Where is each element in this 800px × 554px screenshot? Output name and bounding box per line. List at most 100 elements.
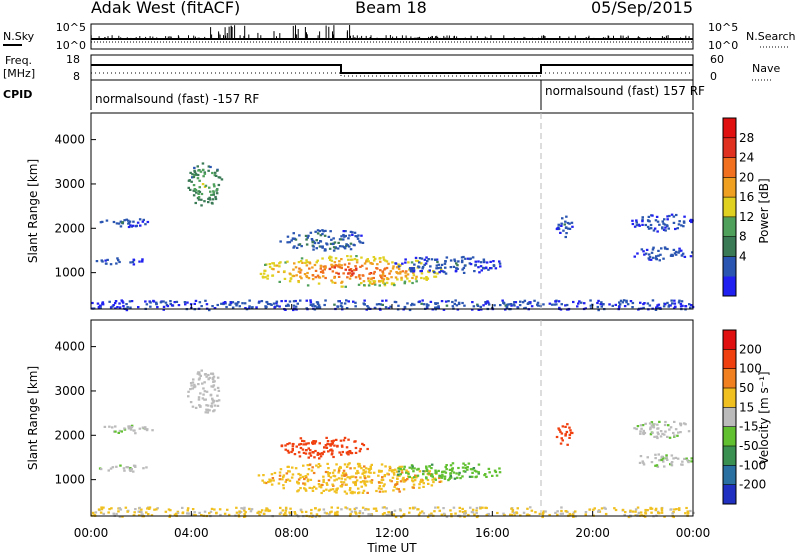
range-cell: [302, 451, 306, 454]
range-cell: [326, 243, 329, 246]
x-tick-label: 20:00: [575, 526, 610, 540]
range-cell: [137, 514, 141, 517]
range-cell: [659, 306, 662, 309]
range-cell: [198, 301, 202, 304]
range-cell: [203, 373, 207, 376]
range-cell: [639, 511, 643, 514]
range-cell: [655, 464, 659, 467]
range-cell: [425, 256, 428, 259]
range-cell: [369, 465, 372, 468]
range-cell: [323, 234, 327, 237]
range-cell: [335, 463, 338, 466]
range-cell: [366, 447, 369, 451]
range-cell: [325, 436, 328, 439]
range-cell: [289, 514, 292, 517]
range-cell: [638, 224, 641, 227]
range-cell: [438, 476, 441, 480]
range-cell: [330, 279, 333, 282]
range-cell: [270, 267, 274, 270]
range-cell: [458, 510, 462, 513]
range-cell: [267, 480, 270, 484]
range-cell: [430, 474, 433, 477]
range-cell: [208, 198, 212, 201]
range-cell: [208, 409, 211, 412]
range-cell: [382, 278, 386, 281]
range-cell: [129, 306, 132, 309]
range-cell: [460, 256, 464, 259]
colorbar-swatch: [723, 446, 736, 466]
range-cell: [341, 245, 344, 248]
range-cell: [337, 477, 341, 480]
range-cell: [294, 305, 298, 308]
range-cell: [360, 256, 363, 259]
range-cell: [199, 374, 202, 377]
range-cell: [315, 261, 318, 264]
range-cell: [378, 470, 381, 473]
range-cell: [243, 515, 246, 518]
range-cell: [404, 261, 407, 264]
date-title: 05/Sep/2015: [591, 0, 693, 17]
range-cell: [211, 202, 214, 205]
range-cell: [647, 253, 651, 256]
range-cell: [333, 276, 336, 279]
range-cell: [396, 477, 399, 480]
range-cell: [334, 257, 338, 260]
range-cell: [392, 471, 396, 474]
range-cell: [344, 478, 347, 481]
range-cell: [292, 274, 296, 278]
range-cell: [288, 479, 292, 482]
range-cell: [487, 301, 490, 304]
range-cell: [421, 265, 425, 269]
range-cell: [667, 424, 670, 427]
range-cell: [333, 261, 337, 264]
range-cell: [408, 475, 411, 478]
range-cell: [393, 284, 396, 287]
range-cell: [414, 277, 418, 280]
range-cell: [405, 471, 408, 474]
range-cell: [349, 467, 352, 470]
range-cell: [484, 302, 487, 305]
range-cell: [420, 262, 423, 265]
range-cell: [502, 512, 505, 515]
range-cell: [455, 472, 458, 475]
range-cell: [367, 471, 371, 474]
range-cell: [360, 467, 363, 470]
range-cell: [311, 241, 314, 244]
range-cell: [655, 435, 659, 438]
range-cell: [304, 475, 307, 478]
range-cell: [314, 230, 317, 233]
range-cell: [443, 262, 447, 265]
range-cell: [213, 174, 217, 177]
range-cell: [195, 173, 199, 176]
range-cell: [385, 266, 389, 270]
range-cell: [363, 465, 366, 468]
range-cell: [363, 474, 366, 477]
range-cell: [432, 481, 435, 484]
range-cell: [298, 243, 302, 246]
range-cell: [483, 474, 486, 477]
range-cell: [211, 385, 215, 388]
range-cell: [644, 508, 647, 512]
range-cell: [263, 481, 266, 484]
range-cell: [366, 491, 369, 494]
range-cell: [330, 266, 334, 269]
colorbar-swatch: [723, 465, 736, 485]
range-cell: [333, 265, 337, 268]
range-cell: [392, 513, 396, 516]
range-cell: [282, 474, 286, 477]
range-cell: [663, 223, 667, 226]
range-cell: [330, 238, 333, 241]
range-cell: [197, 398, 201, 401]
range-cell: [107, 469, 110, 472]
range-cell: [209, 394, 213, 397]
range-cell: [296, 481, 299, 484]
range-cell: [564, 304, 567, 307]
range-cell: [298, 234, 301, 237]
range-cell: [251, 306, 254, 309]
range-cell: [659, 253, 662, 256]
range-cell: [443, 470, 446, 473]
colorbar-tick-label: 28: [739, 131, 754, 145]
range-cell: [271, 262, 274, 265]
range-cell: [169, 302, 172, 306]
range-cell: [649, 428, 652, 431]
